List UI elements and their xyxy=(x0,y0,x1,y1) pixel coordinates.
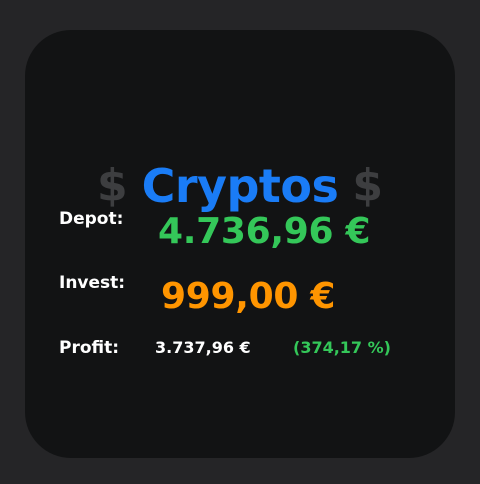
profit-label: Profit: xyxy=(59,338,120,358)
dollar-sign-icon: $ xyxy=(352,160,384,211)
crypto-widget[interactable]: $ Cryptos $ Depot: 4.736,96 € Invest: 99… xyxy=(25,30,455,458)
invest-label: Invest: xyxy=(59,273,126,293)
widget-title: Cryptos xyxy=(141,159,339,213)
depot-label: Depot: xyxy=(59,209,124,229)
profit-value: 3.737,96 € xyxy=(155,338,251,357)
profit-percent: (374,17 %) xyxy=(293,338,391,357)
title-row: $ Cryptos $ xyxy=(25,156,455,216)
dollar-sign-icon: $ xyxy=(96,160,128,211)
depot-value: 4.736,96 € xyxy=(158,211,371,252)
invest-value: 999,00 € xyxy=(161,276,336,317)
